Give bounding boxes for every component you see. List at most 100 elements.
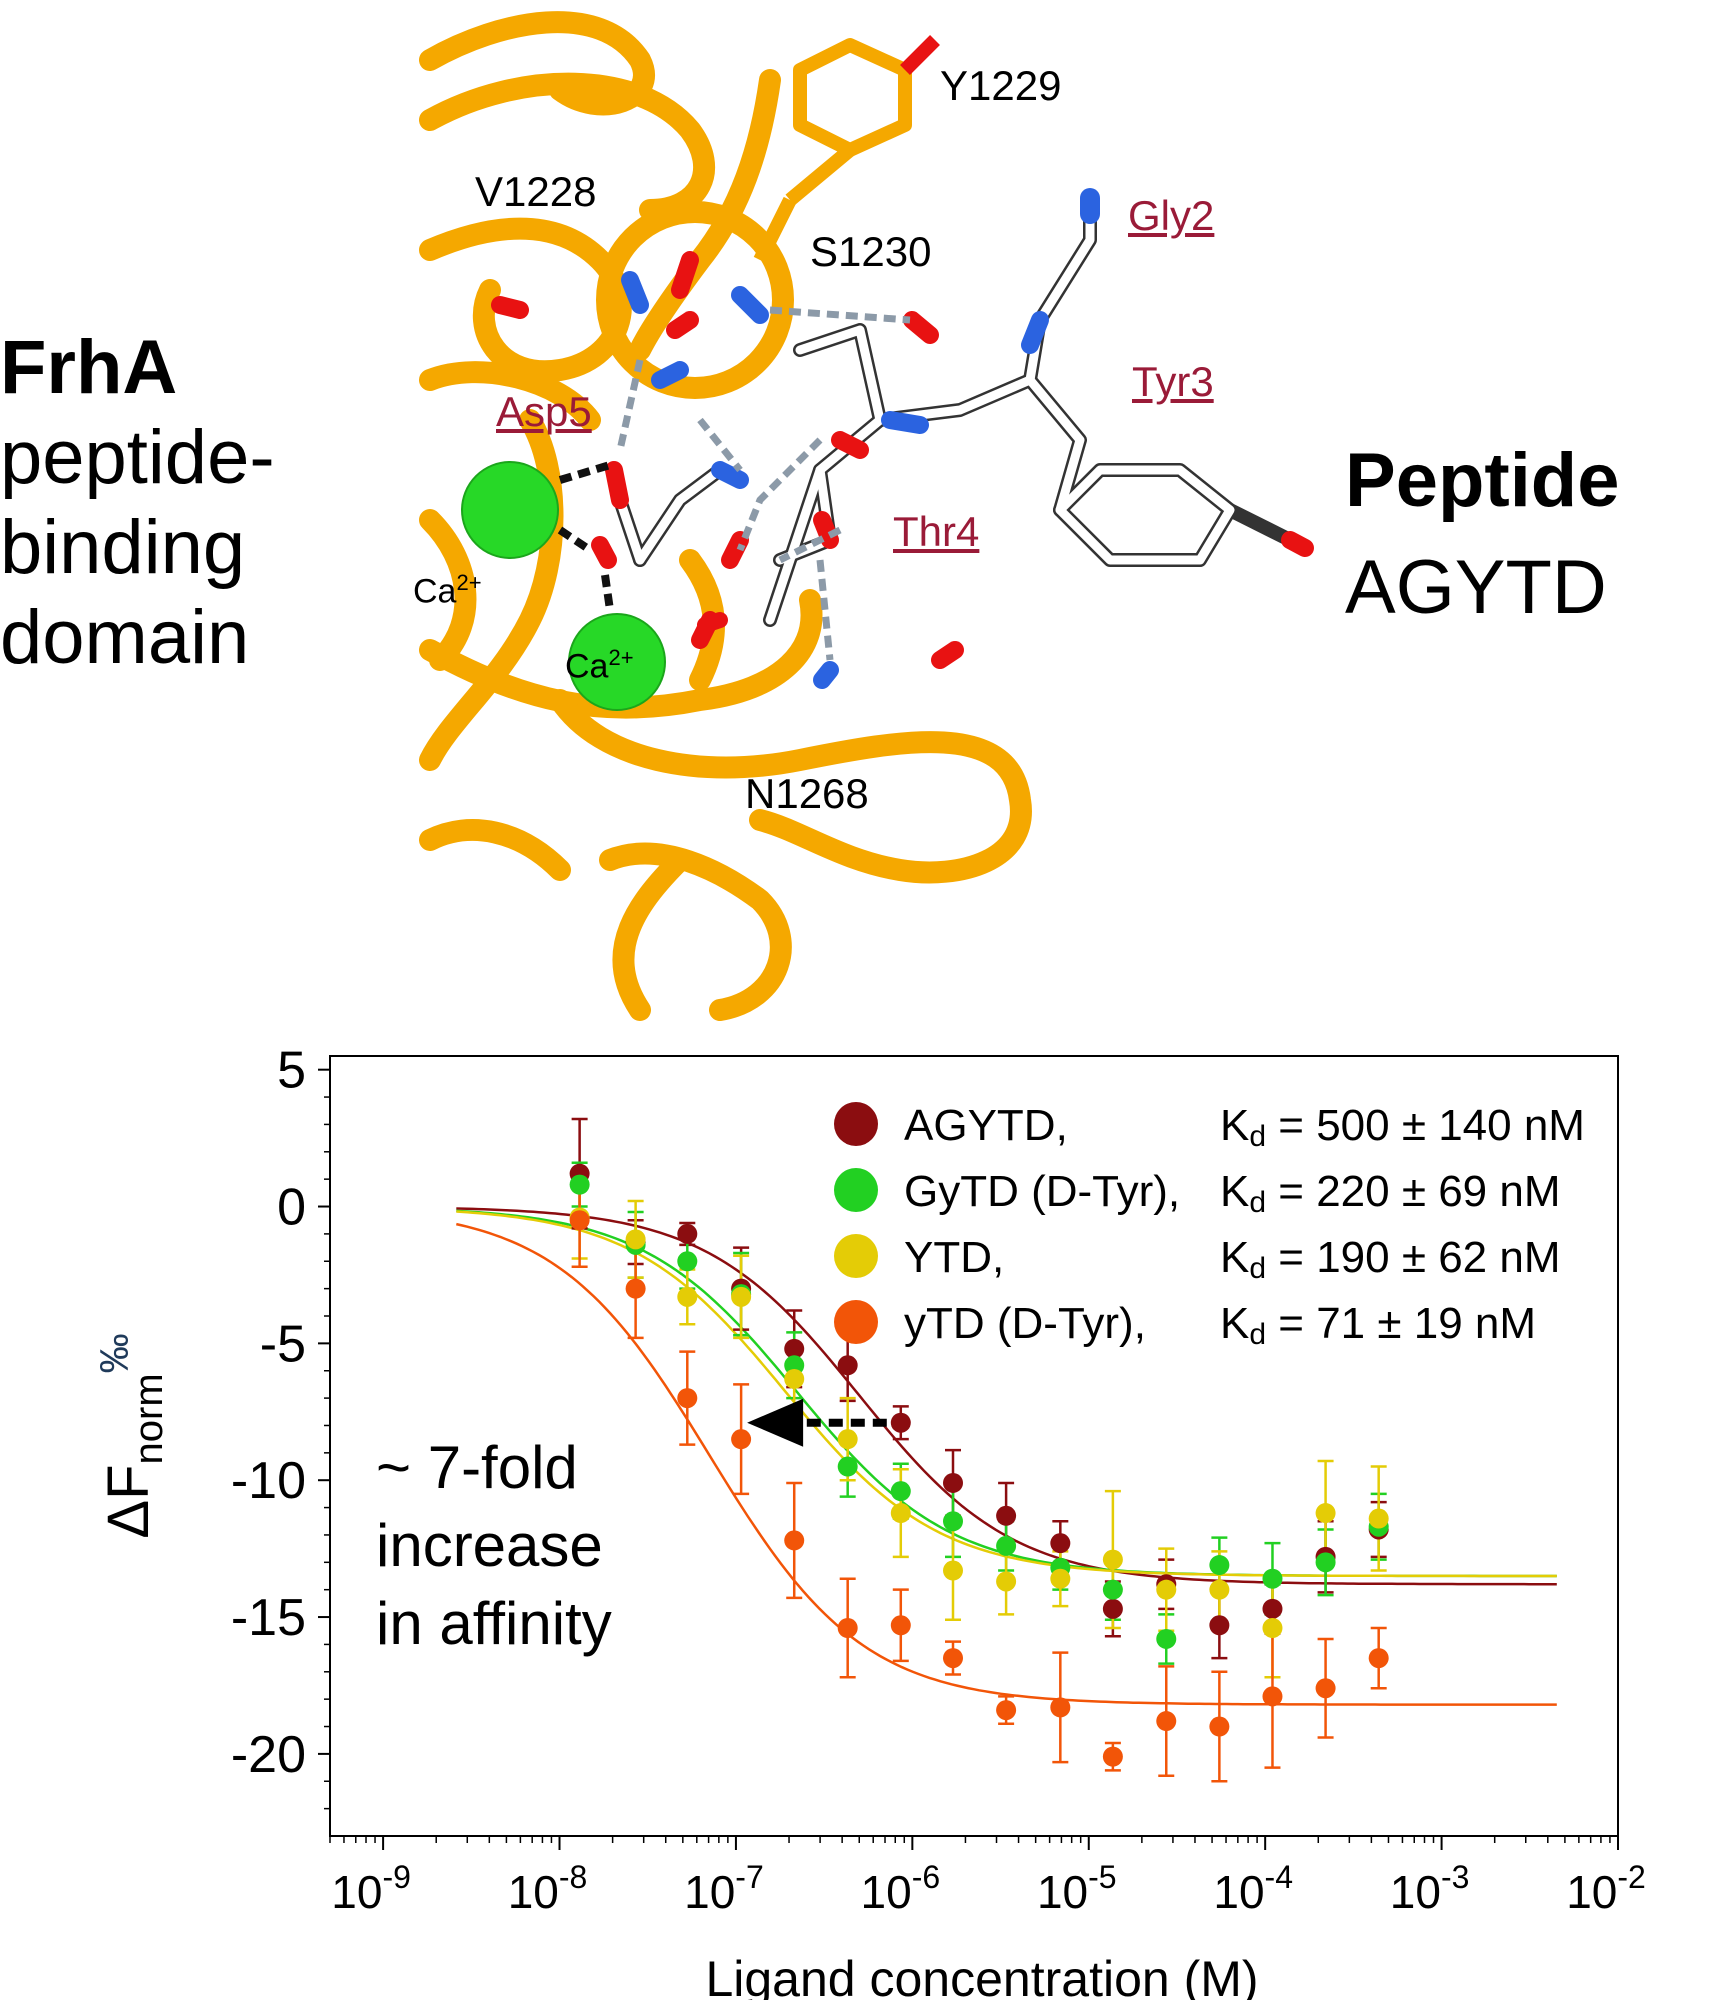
y-tick-label: -10 <box>231 1452 306 1510</box>
data-point <box>1262 1686 1283 1707</box>
data-point <box>837 1456 858 1477</box>
peptide-label-tyr3: Tyr3 <box>1132 358 1214 405</box>
data-point <box>677 1388 698 1409</box>
tyrosine-side-chain <box>753 35 940 264</box>
data-point <box>1368 1648 1389 1669</box>
y-tick-label: -15 <box>231 1589 306 1647</box>
legend-series-name: YTD, <box>904 1233 1004 1282</box>
data-point <box>784 1338 805 1359</box>
legend-marker <box>834 1234 878 1278</box>
y-tick-label: -20 <box>231 1726 306 1784</box>
x-tick-label: 10-9 <box>331 1859 411 1918</box>
data-point <box>890 1481 911 1502</box>
data-point <box>1102 1598 1123 1619</box>
data-point <box>731 1286 752 1307</box>
hydrogen-bonds <box>616 306 911 661</box>
protein-desc-line-3: domain <box>0 595 250 680</box>
legend-marker <box>834 1102 878 1146</box>
data-point <box>996 1505 1017 1526</box>
legend-series-name: yTD (D-Tyr), <box>904 1299 1146 1348</box>
data-point <box>1315 1678 1336 1699</box>
annotation-line: increase <box>376 1512 603 1579</box>
calcium-ion-1 <box>461 461 559 559</box>
data-point <box>890 1615 911 1636</box>
legend: AGYTD, Kd = 500 ± 140 nM GyTD (D-Tyr), Kd =… <box>834 1101 1585 1351</box>
data-point <box>1102 1549 1123 1570</box>
data-point <box>890 1503 911 1524</box>
x-tick-label: 10-2 <box>1566 1859 1646 1918</box>
data-point <box>784 1368 805 1389</box>
data-point <box>943 1560 964 1581</box>
data-point <box>943 1648 964 1669</box>
x-tick-label: 10-3 <box>1390 1859 1470 1918</box>
x-tick-label: 10-7 <box>684 1859 764 1918</box>
x-tick-label: 10-6 <box>861 1859 941 1918</box>
protein-desc-line-2: binding <box>0 505 246 590</box>
peptide-label-asp5: Asp5 <box>496 388 592 435</box>
calcium-ion-2 <box>568 613 666 711</box>
calcium-label-1: Ca2+ <box>413 570 482 611</box>
data-point <box>837 1429 858 1450</box>
data-point <box>1209 1555 1230 1576</box>
data-point <box>1262 1598 1283 1619</box>
peptide-title: Peptide <box>1345 438 1620 523</box>
legend-marker <box>834 1300 878 1344</box>
protein-structure-image <box>419 11 1314 1021</box>
data-point <box>1102 1746 1123 1767</box>
data-point <box>625 1278 646 1299</box>
x-tick-label: 10-4 <box>1213 1859 1293 1918</box>
y-tick-label: 0 <box>277 1179 306 1237</box>
peptide-label-thr4: Thr4 <box>893 508 980 555</box>
x-tick-label: 10-8 <box>508 1859 588 1918</box>
protein-name: FrhA <box>0 325 178 410</box>
plot-frame <box>329 1055 1619 1837</box>
data-point <box>943 1472 964 1493</box>
shift-arrow <box>747 1398 887 1447</box>
data-point <box>569 1174 590 1195</box>
protein-desc-line-1: peptide- <box>0 415 275 500</box>
data-point <box>1209 1716 1230 1737</box>
data-point <box>1209 1579 1230 1600</box>
data-point <box>996 1571 1017 1592</box>
data-points <box>569 1163 1389 1767</box>
annotation-line: in affinity <box>376 1590 612 1657</box>
data-point <box>1050 1568 1071 1589</box>
residue-label-n1268: N1268 <box>745 770 869 817</box>
y-tick-label: -5 <box>260 1315 306 1373</box>
data-point <box>677 1251 698 1272</box>
data-point <box>1156 1628 1177 1649</box>
peptide-sequence: AGYTD <box>1345 545 1607 630</box>
data-point <box>1156 1579 1177 1600</box>
data-point <box>1209 1615 1230 1636</box>
axis-ticks <box>318 1068 1619 1850</box>
data-point <box>837 1618 858 1638</box>
data-point <box>1315 1552 1336 1573</box>
data-point <box>1368 1508 1389 1529</box>
data-point <box>625 1229 646 1250</box>
residue-label-s1230: S1230 <box>810 228 932 275</box>
data-point <box>731 1429 752 1450</box>
calcium-label-2: Ca2+ <box>565 645 634 686</box>
legend-kd: Kd = 220 ± 69 nM <box>1220 1167 1561 1219</box>
peptide-label-gly2: Gly2 <box>1128 192 1215 239</box>
fit-curve <box>456 1222 1557 1706</box>
residue-label-v1228: V1228 <box>475 168 597 215</box>
data-point <box>837 1355 858 1376</box>
legend-series-name: AGYTD, <box>904 1101 1068 1150</box>
legend-marker <box>834 1168 878 1212</box>
data-point <box>996 1700 1017 1721</box>
data-point <box>890 1412 911 1433</box>
data-point <box>1050 1533 1071 1554</box>
calcium-coordination <box>557 461 614 611</box>
legend-kd: Kd = 71 ± 19 nM <box>1220 1299 1536 1351</box>
y-axis-label: ΔFnorm‰ <box>93 1333 171 1538</box>
x-axis-label: Ligand concentration (M) <box>705 1951 1258 2000</box>
legend-series-name: GyTD (D-Tyr), <box>904 1167 1180 1216</box>
binding-curve-chart: AGYTD, Kd = 500 ± 140 nM GyTD (D-Tyr), Kd =… <box>93 1042 1646 2000</box>
legend-kd: Kd = 190 ± 62 nM <box>1220 1233 1561 1285</box>
data-point <box>569 1210 590 1231</box>
data-point <box>1156 1711 1177 1732</box>
data-point <box>784 1355 805 1376</box>
peptide-sticks <box>613 193 1297 627</box>
data-point <box>1262 1618 1283 1638</box>
